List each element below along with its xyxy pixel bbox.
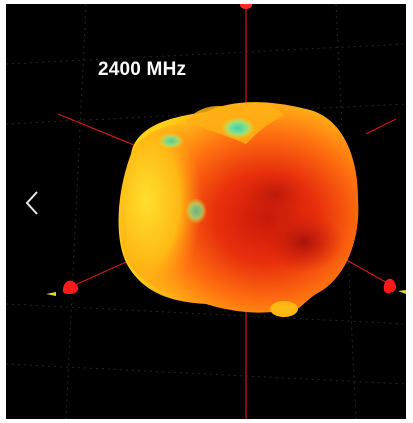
- radiation-pattern-surface: [118, 102, 359, 317]
- z-axis-marker: [240, 4, 252, 9]
- y-axis-marker: [383, 278, 397, 293]
- radiation-pattern-viewer: 2400 MHz: [6, 4, 406, 419]
- y-axis-back: [365, 118, 397, 135]
- radiation-pattern-scene: [6, 4, 406, 419]
- chevron-left-icon: [25, 191, 38, 215]
- axis-markers: [46, 4, 406, 296]
- x-axis-marker: [62, 280, 78, 294]
- frequency-label: 2400 MHz: [98, 59, 187, 80]
- background-grid: [6, 4, 406, 419]
- previous-button[interactable]: [20, 186, 46, 220]
